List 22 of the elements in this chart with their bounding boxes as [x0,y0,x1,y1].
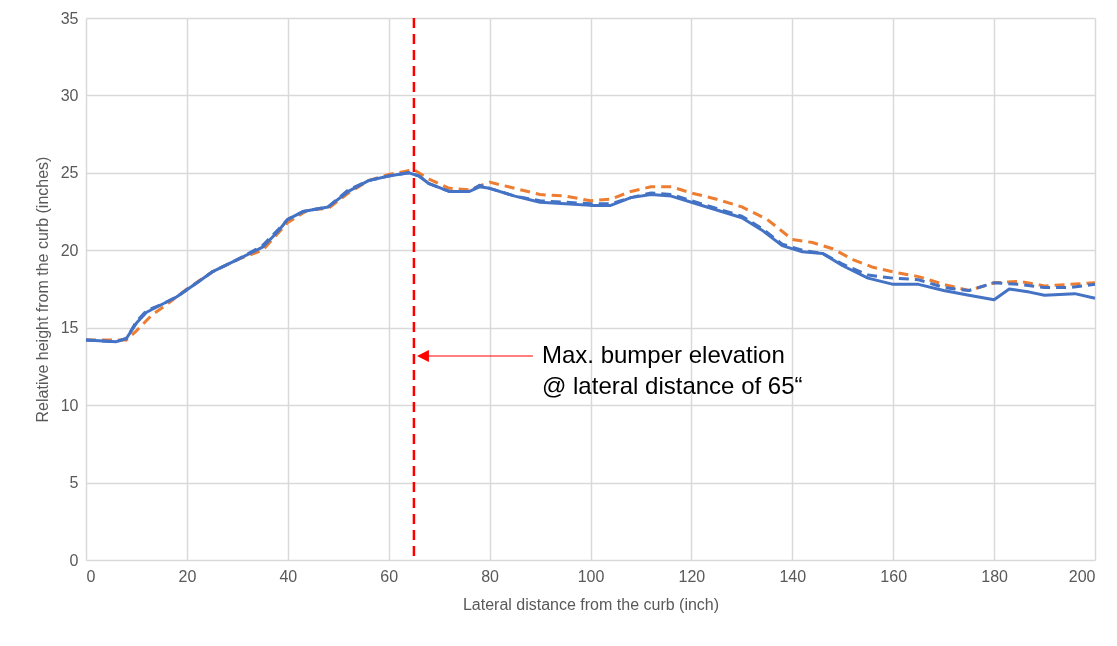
x-tick-label: 100 [577,567,605,585]
y-tick-label: 10 [60,396,79,414]
x-tick-label: 180 [981,567,1009,585]
x-tick-label: 120 [678,567,706,585]
annotation: Max. bumper elevation @ lateral distance of 65“ [542,341,803,399]
x-tick-label: 40 [279,567,298,585]
y-tick-label: 5 [69,474,79,492]
x-tick-label: 140 [779,567,807,585]
x-tick-label: 0 [86,567,96,585]
x-tick-label: 60 [380,567,399,585]
y-tick-label: 30 [60,86,79,104]
y-tick-label: 15 [60,319,79,337]
x-axis-title: Lateral distance from the curb (inch) [462,595,720,613]
y-tick-label: 20 [60,241,79,259]
x-tick-label: 80 [481,567,500,585]
y-axis-title: Relative height from the curb (inches) [33,156,51,423]
y-tick-label: 0 [69,551,79,569]
x-tick-label: 160 [880,567,908,585]
y-tick-label: 25 [60,164,79,182]
y-tick-label: 35 [60,9,79,27]
x-tick-label: 200 [1068,567,1096,585]
x-tick-label: 20 [178,567,197,585]
